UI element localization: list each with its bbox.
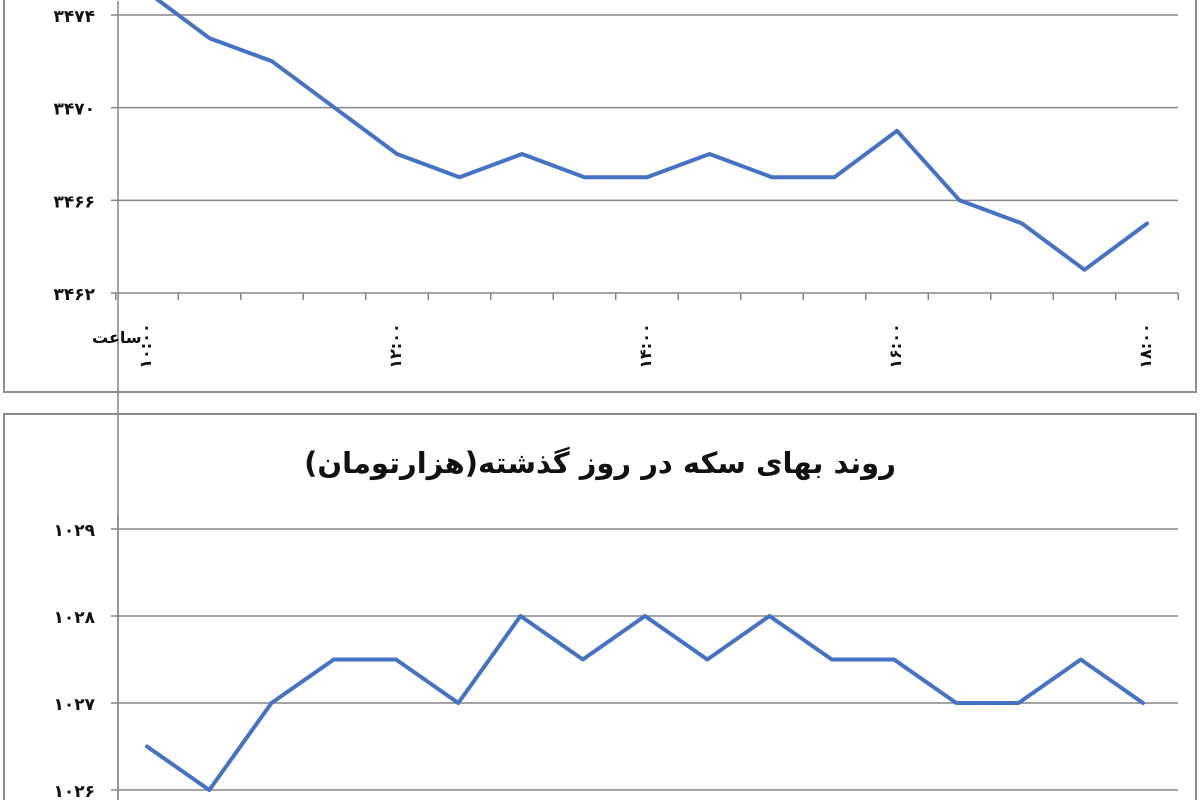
x-tick-label: ۱۸:۰۰ xyxy=(1136,323,1155,368)
top-price-chart: ۳۴۶۲ ۳۴۶۶ ۳۴۷۰ ۳۴۷۴ ۱۰:۰۰ ۱۲:۰۰ ۱۴:۰۰ ۱۶:۰۰ ۱۸:۰… xyxy=(53,0,1179,800)
y-tick-label: ۱۰۲۹ xyxy=(53,521,95,541)
series-line xyxy=(154,0,1149,272)
y-tick-label: ۳۴۶۲ xyxy=(53,285,95,305)
x-tick-label: ۱۲:۰۰ xyxy=(386,323,405,368)
coin-chart-title: روند بهای سکه در روز گذشته(هزارتومان) xyxy=(304,446,896,480)
series-line xyxy=(145,614,1145,792)
y-tick-label: ۱۰۲۷ xyxy=(53,695,95,715)
y-tick-label: ۳۴۷۴ xyxy=(53,7,95,27)
y-tick-label: ۱۰۲۶ xyxy=(53,782,95,800)
top-chart-frame xyxy=(3,0,1197,393)
x-tick-label: ۱۴:۰۰ xyxy=(636,323,655,368)
y-tick-label: ۱۰۲۸ xyxy=(53,608,95,628)
x-axis-label: ساعت xyxy=(92,328,142,347)
y-tick-label: ۳۴۶۶ xyxy=(53,192,95,212)
y-tick-label: ۳۴۷۰ xyxy=(53,100,95,120)
x-tick-label: ۱۰:۰۰ xyxy=(136,323,155,368)
x-tick-label: ۱۶:۰۰ xyxy=(886,323,905,368)
bottom-chart-frame xyxy=(3,413,1197,800)
coin-price-chart: روند بهای سکه در روز گذشته(هزارتومان) ۱۰… xyxy=(53,446,1178,800)
